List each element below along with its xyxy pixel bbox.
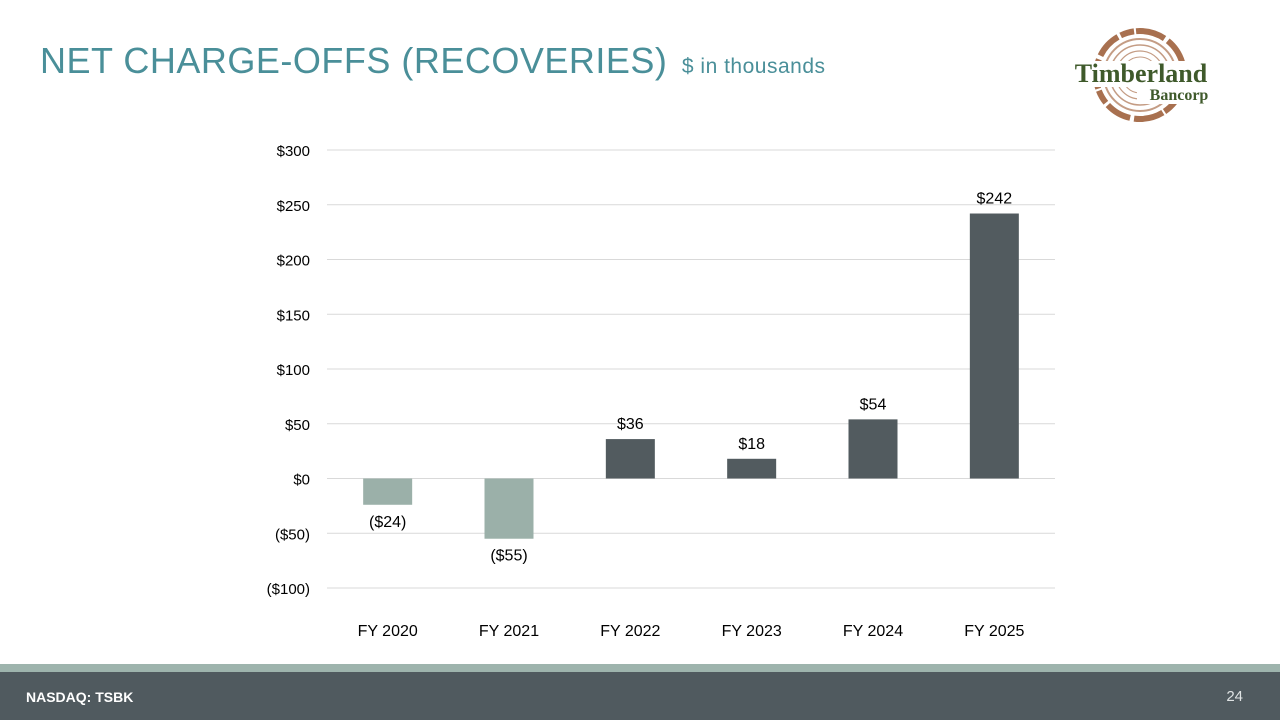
data-label: ($24) [369,514,406,531]
y-tick-label: $200 [277,253,310,270]
timberland-logo: Timberland Bancorp [1057,28,1225,122]
bars [363,213,1019,539]
bar-fy-2022 [605,439,655,479]
y-tick-label: $250 [277,198,310,215]
page-title: NET CHARGE-OFFS (RECOVERIES) $ in thousa… [40,40,826,82]
data-label: $54 [860,396,887,413]
y-axis-ticks: $300 $250 $200 $150 $100 $50 $0 ($50) ($100) [267,143,310,598]
bar-fy-2024 [848,419,898,479]
logo-word-timberland: Timberland [1075,59,1208,88]
x-tick-label: FY 2022 [600,623,660,640]
title-text: NET CHARGE-OFFS (RECOVERIES) [40,40,668,81]
y-tick-label: $0 [293,472,310,489]
bar-fy-2023 [727,458,777,479]
bar-fy-2020 [363,478,413,505]
net-charge-offs-chart: $300 $250 $200 $150 $100 $50 $0 ($50) ($100) ($2… [267,143,1055,640]
data-label: $36 [617,416,644,433]
data-label: $242 [977,191,1013,208]
stock-ticker: NASDAQ: TSBK [26,689,134,705]
title-units: $ in thousands [681,55,826,78]
x-tick-label: FY 2021 [479,623,539,640]
page-number: 24 [1226,688,1243,705]
y-tick-label: $300 [277,143,310,160]
logo-word-bancorp: Bancorp [1150,87,1209,104]
x-tick-label: FY 2025 [964,623,1024,640]
bar-fy-2025 [969,213,1019,479]
x-tick-label: FY 2023 [722,623,782,640]
y-tick-label: $150 [277,307,310,324]
y-tick-label: $50 [285,417,310,434]
gridlines [327,149,1055,589]
y-tick-label: $100 [277,362,310,379]
data-label: $18 [738,436,765,453]
bar-fy-2021 [484,478,534,539]
x-axis-ticks: FY 2020 FY 2021 FY 2022 FY 2023 FY 2024 FY 20… [358,623,1025,640]
data-labels: ($24) ($55) $36 $18 $54 $242 [369,191,1012,565]
y-tick-label: ($50) [275,526,310,543]
footer-bar: NASDAQ: TSBK 24 [0,672,1280,720]
footer-accent-stripe [0,664,1280,672]
y-tick-label: ($100) [267,581,310,598]
x-tick-label: FY 2020 [358,623,418,640]
data-label: ($55) [490,548,527,565]
x-tick-label: FY 2024 [843,623,903,640]
